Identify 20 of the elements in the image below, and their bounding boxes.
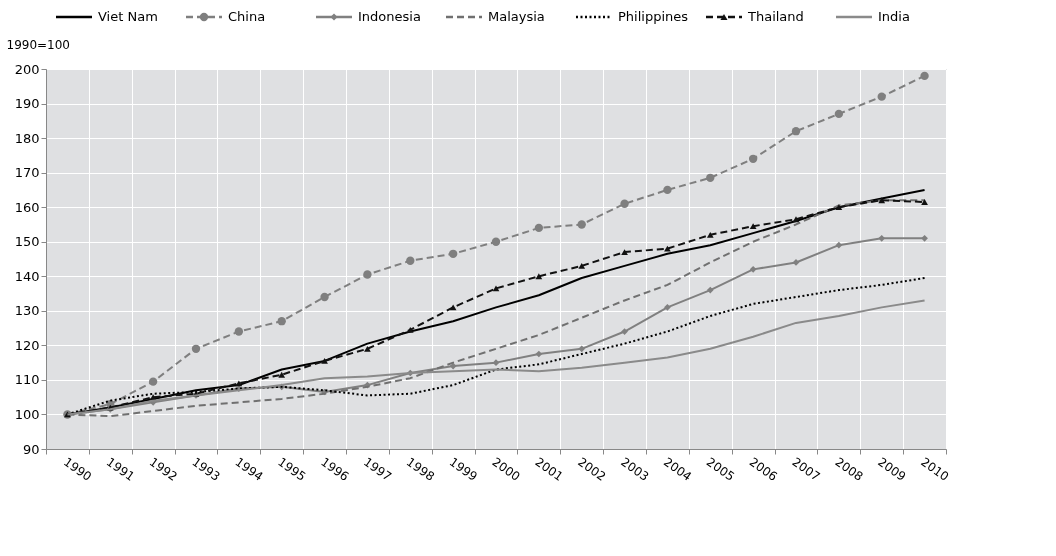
legend-label: Thailand <box>747 9 804 24</box>
legend-label: Malaysia <box>488 9 545 24</box>
y-tick-label: 100 <box>14 406 40 422</box>
legend-label: Philippines <box>618 9 689 24</box>
y-tick-label: 90 <box>22 441 40 457</box>
y-tick-label: 110 <box>14 372 40 388</box>
y-tick-label: 200 <box>14 61 40 77</box>
y-tick-label: 170 <box>14 165 40 181</box>
y-axis-title: 1990=100 <box>6 37 70 52</box>
y-tick-label: 160 <box>14 199 40 215</box>
y-tick-label: 140 <box>14 268 40 284</box>
legend-label: India <box>878 9 910 24</box>
y-tick-label: 130 <box>14 303 40 319</box>
y-tick-label: 180 <box>14 130 40 146</box>
y-tick-label: 120 <box>14 337 40 353</box>
legend-label: China <box>228 9 266 24</box>
legend-label: Viet Nam <box>98 9 158 24</box>
y-tick-label: 190 <box>14 96 40 112</box>
legend-label: Indonesia <box>358 9 421 24</box>
y-tick-label: 150 <box>14 234 40 250</box>
